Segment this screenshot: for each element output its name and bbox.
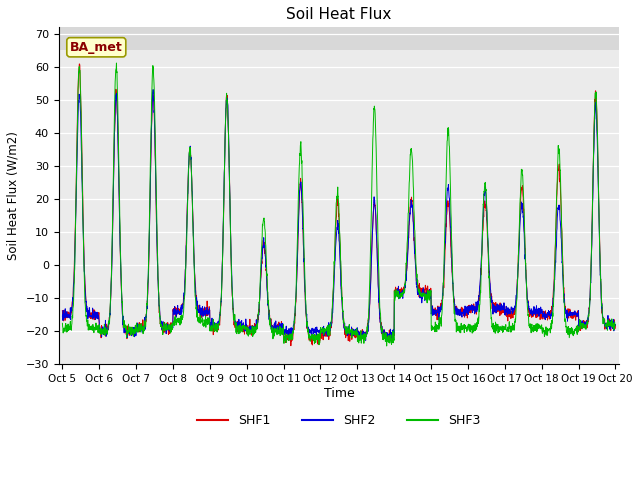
SHF2 (362, 337, 369, 343)
SHF1 (287, 343, 294, 348)
SHF2 (59, 313, 67, 319)
SHF1 (500, 306, 508, 312)
SHF2 (355, 329, 363, 335)
SHF3 (213, 324, 221, 329)
SHF1 (367, 254, 375, 260)
Title: Soil Heat Flux: Soil Heat Flux (286, 7, 392, 22)
SHF2 (367, 261, 375, 266)
SHF2 (563, 307, 571, 313)
SHF1 (612, 322, 620, 327)
Bar (59, 27, 619, 50)
SHF1 (579, 321, 586, 327)
SHF1 (59, 308, 67, 313)
Line: SHF1: SHF1 (63, 64, 616, 346)
X-axis label: Time: Time (324, 387, 355, 400)
SHF3 (367, 225, 375, 231)
SHF3 (579, 323, 586, 329)
Line: SHF2: SHF2 (63, 90, 616, 340)
SHF3 (563, 328, 571, 334)
SHF3 (500, 324, 508, 329)
SHF1 (563, 312, 571, 318)
SHF2 (579, 322, 586, 328)
SHF2 (500, 300, 508, 306)
Line: SHF3: SHF3 (63, 63, 616, 346)
Text: BA_met: BA_met (70, 41, 123, 54)
SHF1 (76, 61, 83, 67)
SHF2 (213, 326, 221, 332)
SHF3 (59, 321, 67, 326)
SHF3 (113, 60, 120, 66)
SHF3 (612, 322, 620, 328)
Y-axis label: Soil Heat Flux (W/m2): Soil Heat Flux (W/m2) (7, 132, 20, 260)
Legend: SHF1, SHF2, SHF3: SHF1, SHF2, SHF3 (192, 409, 486, 432)
SHF3 (383, 343, 390, 349)
SHF2 (149, 87, 157, 93)
SHF1 (355, 332, 363, 337)
SHF2 (612, 322, 620, 328)
SHF1 (213, 326, 221, 332)
SHF3 (355, 333, 363, 338)
